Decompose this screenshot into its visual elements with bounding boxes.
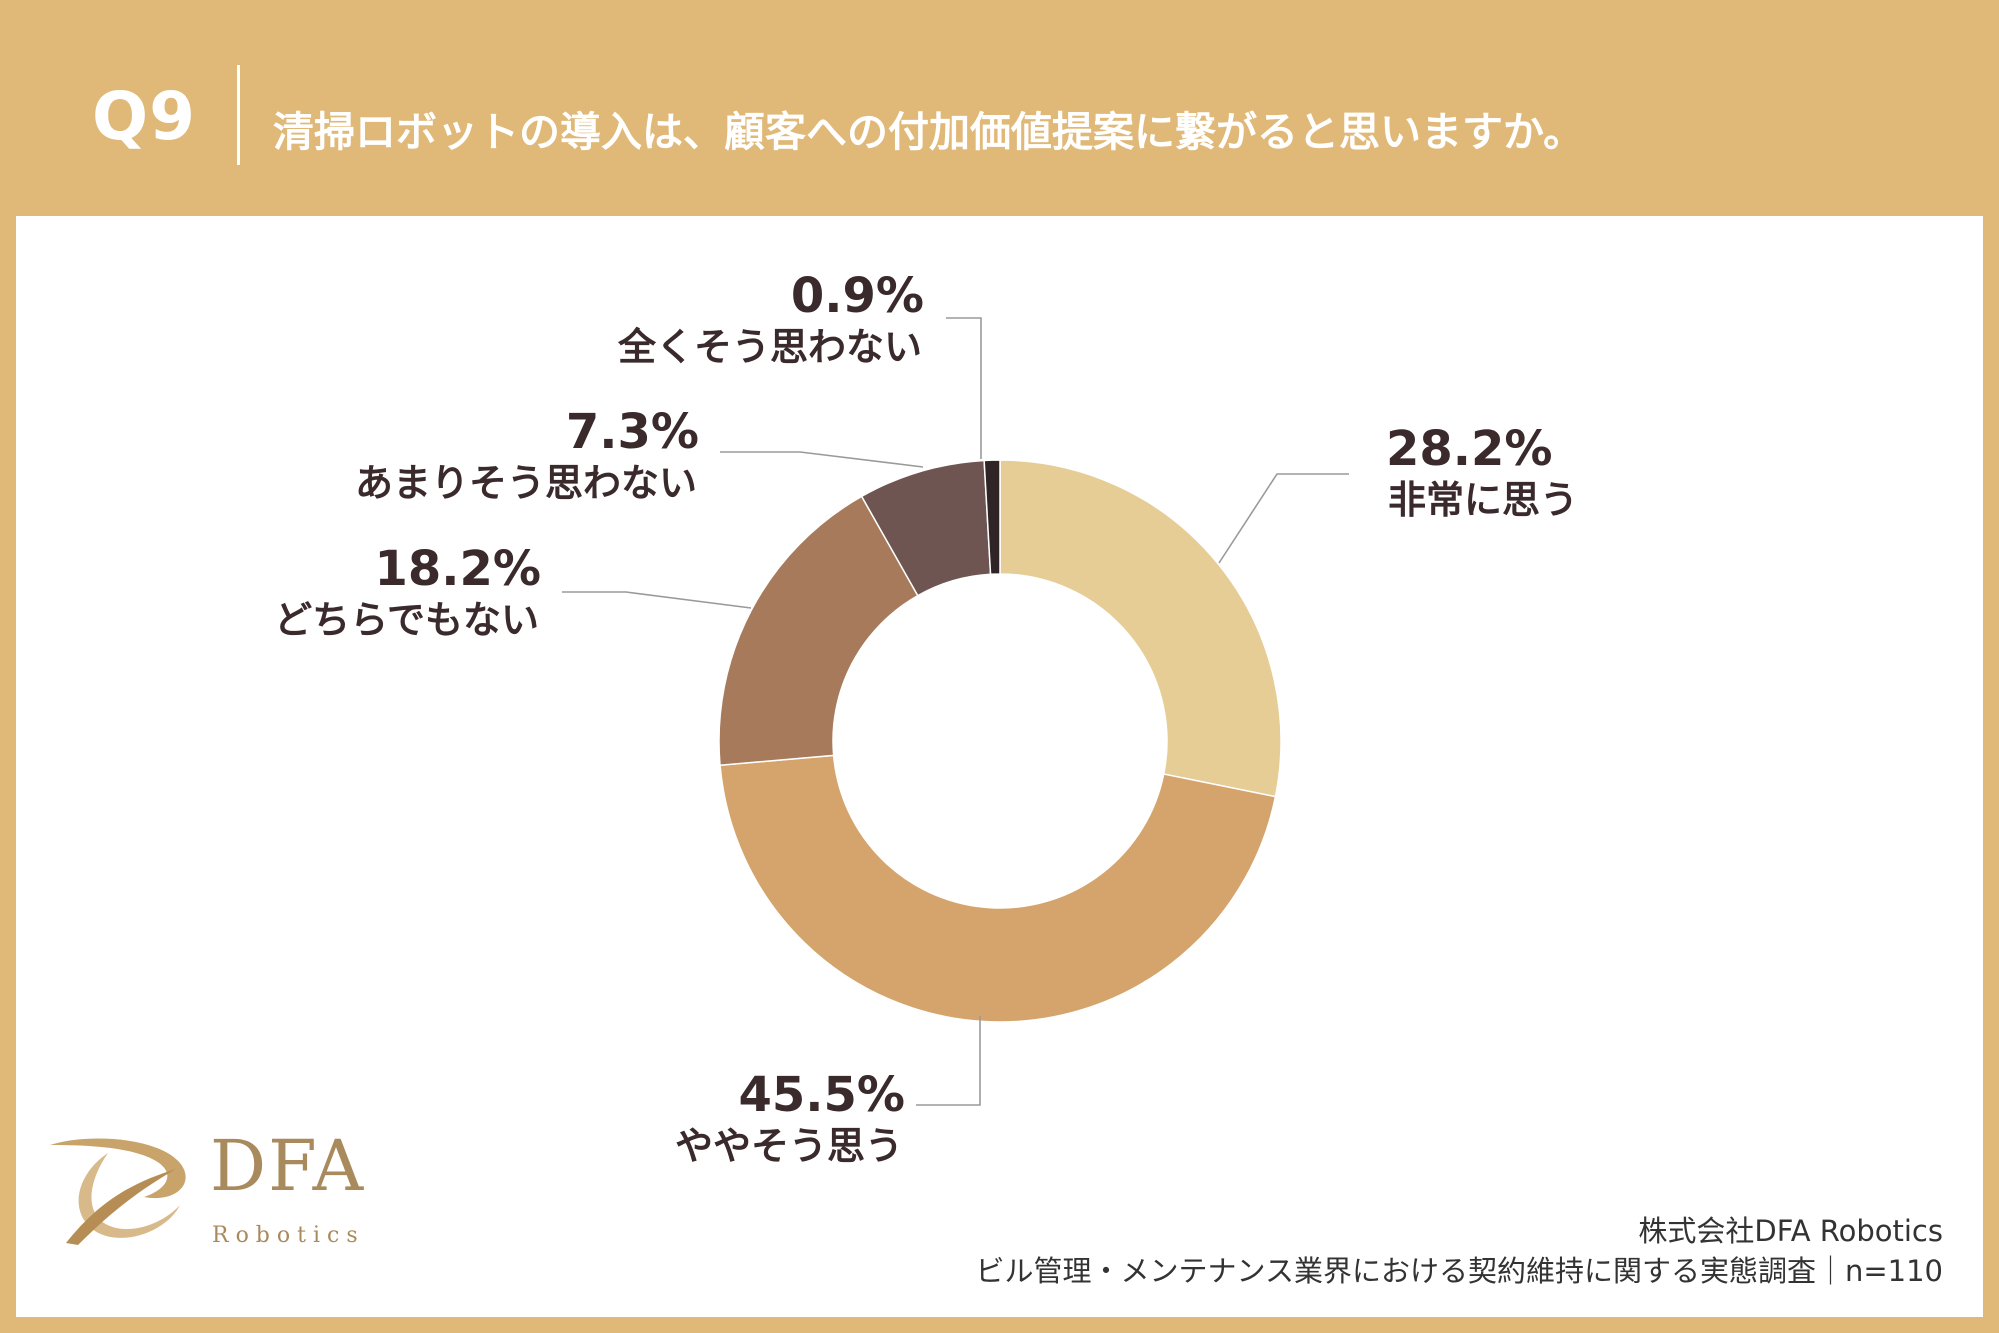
- data-label-not-at-all: 全くそう思わない: [617, 325, 922, 369]
- question-text: 清掃ロボットの導入は、顧客への付加価値提案に繋がると思いますか。: [273, 108, 1585, 156]
- data-label-pct-neutral: 18.2%: [374, 541, 541, 597]
- data-label-pct-very: 28.2%: [1386, 421, 1553, 477]
- logo: DFA Robotics: [48, 1125, 388, 1265]
- chart-panel: 28.2% 非常に思う 45.5% ややそう思う 18.2% どちらでもない 7…: [16, 216, 1983, 1317]
- logo-name: DFA: [210, 1125, 366, 1207]
- data-label-very: 非常に思う: [1388, 478, 1578, 522]
- slice-very: [999, 459, 1282, 798]
- donut-chart: 28.2% 非常に思う 45.5% ややそう思う 18.2% どちらでもない 7…: [274, 268, 1578, 1168]
- footer: 株式会社DFA Robotics ビル管理・メンテナンス業界における契約維持に関…: [976, 1211, 1943, 1291]
- logo-sub: Robotics: [212, 1223, 365, 1248]
- donut-slices: [718, 459, 1282, 1023]
- data-label-pct-somewhat: 45.5%: [738, 1067, 905, 1123]
- data-label-neutral: どちらでもない: [274, 598, 539, 642]
- leader-line-neutral: [562, 591, 752, 609]
- header: Q9 清掃ロボットの導入は、顧客への付加価値提案に繋がると思いますか。: [0, 0, 1999, 215]
- header-divider: [237, 65, 240, 165]
- data-label-not-much: あまりそう思わない: [355, 461, 697, 505]
- data-label-somewhat: ややそう思う: [675, 1124, 903, 1168]
- leader-line-not-much: [720, 451, 924, 468]
- leader-line-somewhat: [916, 1016, 981, 1106]
- leader-line-not-at-all: [946, 317, 982, 459]
- leader-line-very: [1218, 473, 1349, 564]
- slice-somewhat: [719, 754, 1277, 1023]
- question-number: Q9: [92, 78, 197, 155]
- footer-company: 株式会社DFA Robotics: [1638, 1214, 1943, 1248]
- data-label-pct-not-much: 7.3%: [566, 404, 699, 460]
- dfa-swoosh-icon: [50, 1138, 186, 1245]
- footer-survey: ビル管理・メンテナンス業界における契約維持に関する実態調査｜n=110: [975, 1254, 1943, 1288]
- slice-not-at-all: [983, 459, 1001, 576]
- data-label-pct-not-at-all: 0.9%: [791, 268, 924, 324]
- slice-neutral: [718, 495, 919, 767]
